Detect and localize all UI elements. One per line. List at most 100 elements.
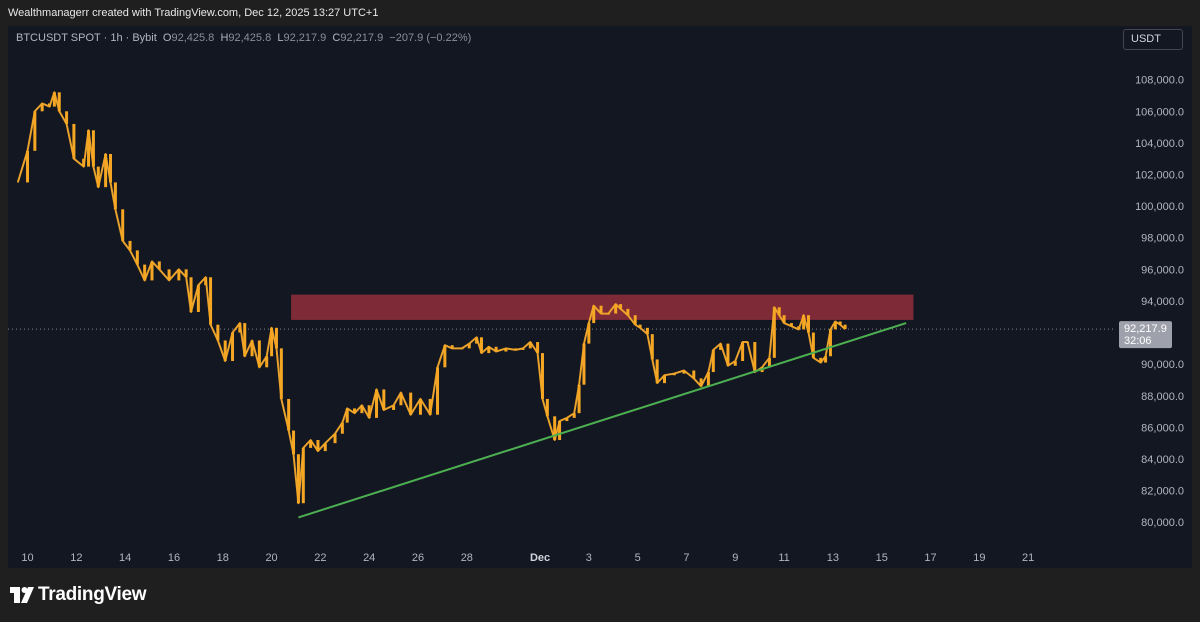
price-candle <box>257 340 261 368</box>
price-candle <box>672 373 676 376</box>
x-axis-tick-label: 3 <box>586 552 592 564</box>
price-candle <box>606 313 610 315</box>
symbol-info-bar: BTCUSDT SPOT · 1h · Bybit O92,425.8 H92,… <box>16 32 471 44</box>
price-candle <box>382 389 386 410</box>
price-label-countdown: 32:06 <box>1124 335 1152 347</box>
price-candle <box>287 398 291 431</box>
price-candle <box>301 447 305 504</box>
attribution-text: Wealthmanagerr created with TradingView.… <box>8 7 379 19</box>
price-candle <box>565 417 569 422</box>
price-candle <box>521 348 525 350</box>
x-axis-tick-label: 20 <box>265 552 277 564</box>
price-candle <box>528 342 532 349</box>
low-value: 92,217.9 <box>283 32 327 44</box>
price-chart[interactable]: 108,000.0 106,000.0 104,000.0 102,000.0 100,… <box>8 26 1192 568</box>
high-label: H <box>220 32 229 44</box>
price-candle <box>189 277 193 313</box>
price-candle <box>475 337 479 344</box>
price-candle <box>843 324 847 330</box>
price-candle <box>782 315 786 324</box>
tradingview-logo[interactable]: TradingView <box>10 584 147 606</box>
price-candle <box>104 153 108 188</box>
price-candle <box>270 327 274 357</box>
price-candle <box>65 111 69 124</box>
open-value: 92,425.8 <box>171 32 215 44</box>
support-trendline <box>298 322 907 519</box>
price-candle <box>587 323 591 344</box>
x-axis-tick-label: 16 <box>168 552 180 564</box>
y-axis-tick-label: 82,000.0 <box>1141 486 1184 498</box>
x-axis-tick-label: 21 <box>1022 552 1034 564</box>
x-axis-tick-label: Dec <box>530 552 550 564</box>
price-candle <box>733 361 737 366</box>
y-axis-tick-label: 84,000.0 <box>1141 454 1184 466</box>
price-candle <box>772 307 776 358</box>
price-candle <box>121 209 125 241</box>
price-candle <box>57 92 61 112</box>
price-candle <box>223 340 227 362</box>
price-candle <box>767 357 771 368</box>
price-candle <box>828 329 832 357</box>
chart-panel[interactable]: BTCUSDT SPOT · 1h · Bybit O92,425.8 H92,… <box>8 26 1192 568</box>
price-candle <box>802 315 806 330</box>
y-axis-tick-label: 96,000.0 <box>1141 264 1184 276</box>
x-axis-tick-label: 10 <box>21 552 33 564</box>
x-axis-tick-label: 17 <box>924 552 936 564</box>
price-candle <box>789 323 793 327</box>
price-candle <box>196 285 200 313</box>
price-candle <box>592 305 596 324</box>
price-candle <box>91 130 95 167</box>
price-candle <box>353 408 357 414</box>
price-candle <box>82 158 86 167</box>
symbol-name[interactable]: BTCUSDT SPOT · 1h · Bybit <box>16 32 157 44</box>
price-candle <box>467 343 471 349</box>
price-candle <box>113 182 117 210</box>
price-candle <box>479 337 483 354</box>
price-candle <box>645 327 649 335</box>
x-axis-tick-label: 12 <box>70 552 82 564</box>
price-candle <box>109 153 113 183</box>
price-candle <box>797 326 801 330</box>
price-candle <box>726 343 730 366</box>
x-axis-tick-label: 13 <box>827 552 839 564</box>
price-candle <box>614 304 618 314</box>
price-candle <box>333 433 337 444</box>
price-candle <box>143 264 147 281</box>
y-axis-tick-label: 94,000.0 <box>1141 296 1184 308</box>
price-candle <box>443 345 447 368</box>
price-candle <box>599 305 603 314</box>
currency-button[interactable]: USDT <box>1123 29 1183 50</box>
y-axis-tick-label: 108,000.0 <box>1135 75 1184 87</box>
y-axis-tick-label: 98,000.0 <box>1141 233 1184 245</box>
y-axis-tick-label: 102,000.0 <box>1135 170 1184 182</box>
price-candle <box>572 413 576 418</box>
price-candle <box>40 103 44 112</box>
x-axis-tick-label: 24 <box>363 552 375 564</box>
price-candle <box>360 405 364 414</box>
price-candle <box>392 405 396 410</box>
price-candle <box>274 327 278 349</box>
price-candle <box>633 315 637 325</box>
price-candle <box>26 150 30 183</box>
change-value: −207.9 (−0.22%) <box>389 32 472 44</box>
tradingview-logo-text: TradingView <box>38 584 147 605</box>
price-candle <box>345 408 349 423</box>
price-candle <box>540 353 544 399</box>
price-candle <box>582 343 586 385</box>
price-candle <box>418 398 422 415</box>
y-axis-tick-label: 100,000.0 <box>1135 201 1184 213</box>
x-axis-tick-label: 14 <box>119 552 131 564</box>
price-candle <box>96 166 100 188</box>
price-candle <box>52 92 56 107</box>
price-candle <box>323 443 327 452</box>
high-value: 92,425.8 <box>228 32 272 44</box>
price-candle <box>806 315 810 333</box>
price-candle <box>819 357 823 363</box>
price-candle <box>655 359 659 384</box>
x-axis-tick-label: 22 <box>314 552 326 564</box>
x-axis-tick-label: 5 <box>635 552 641 564</box>
y-axis-tick-label: 86,000.0 <box>1141 422 1184 434</box>
price-candle <box>719 343 723 350</box>
price-candle <box>741 342 745 362</box>
price-candle <box>487 346 491 354</box>
